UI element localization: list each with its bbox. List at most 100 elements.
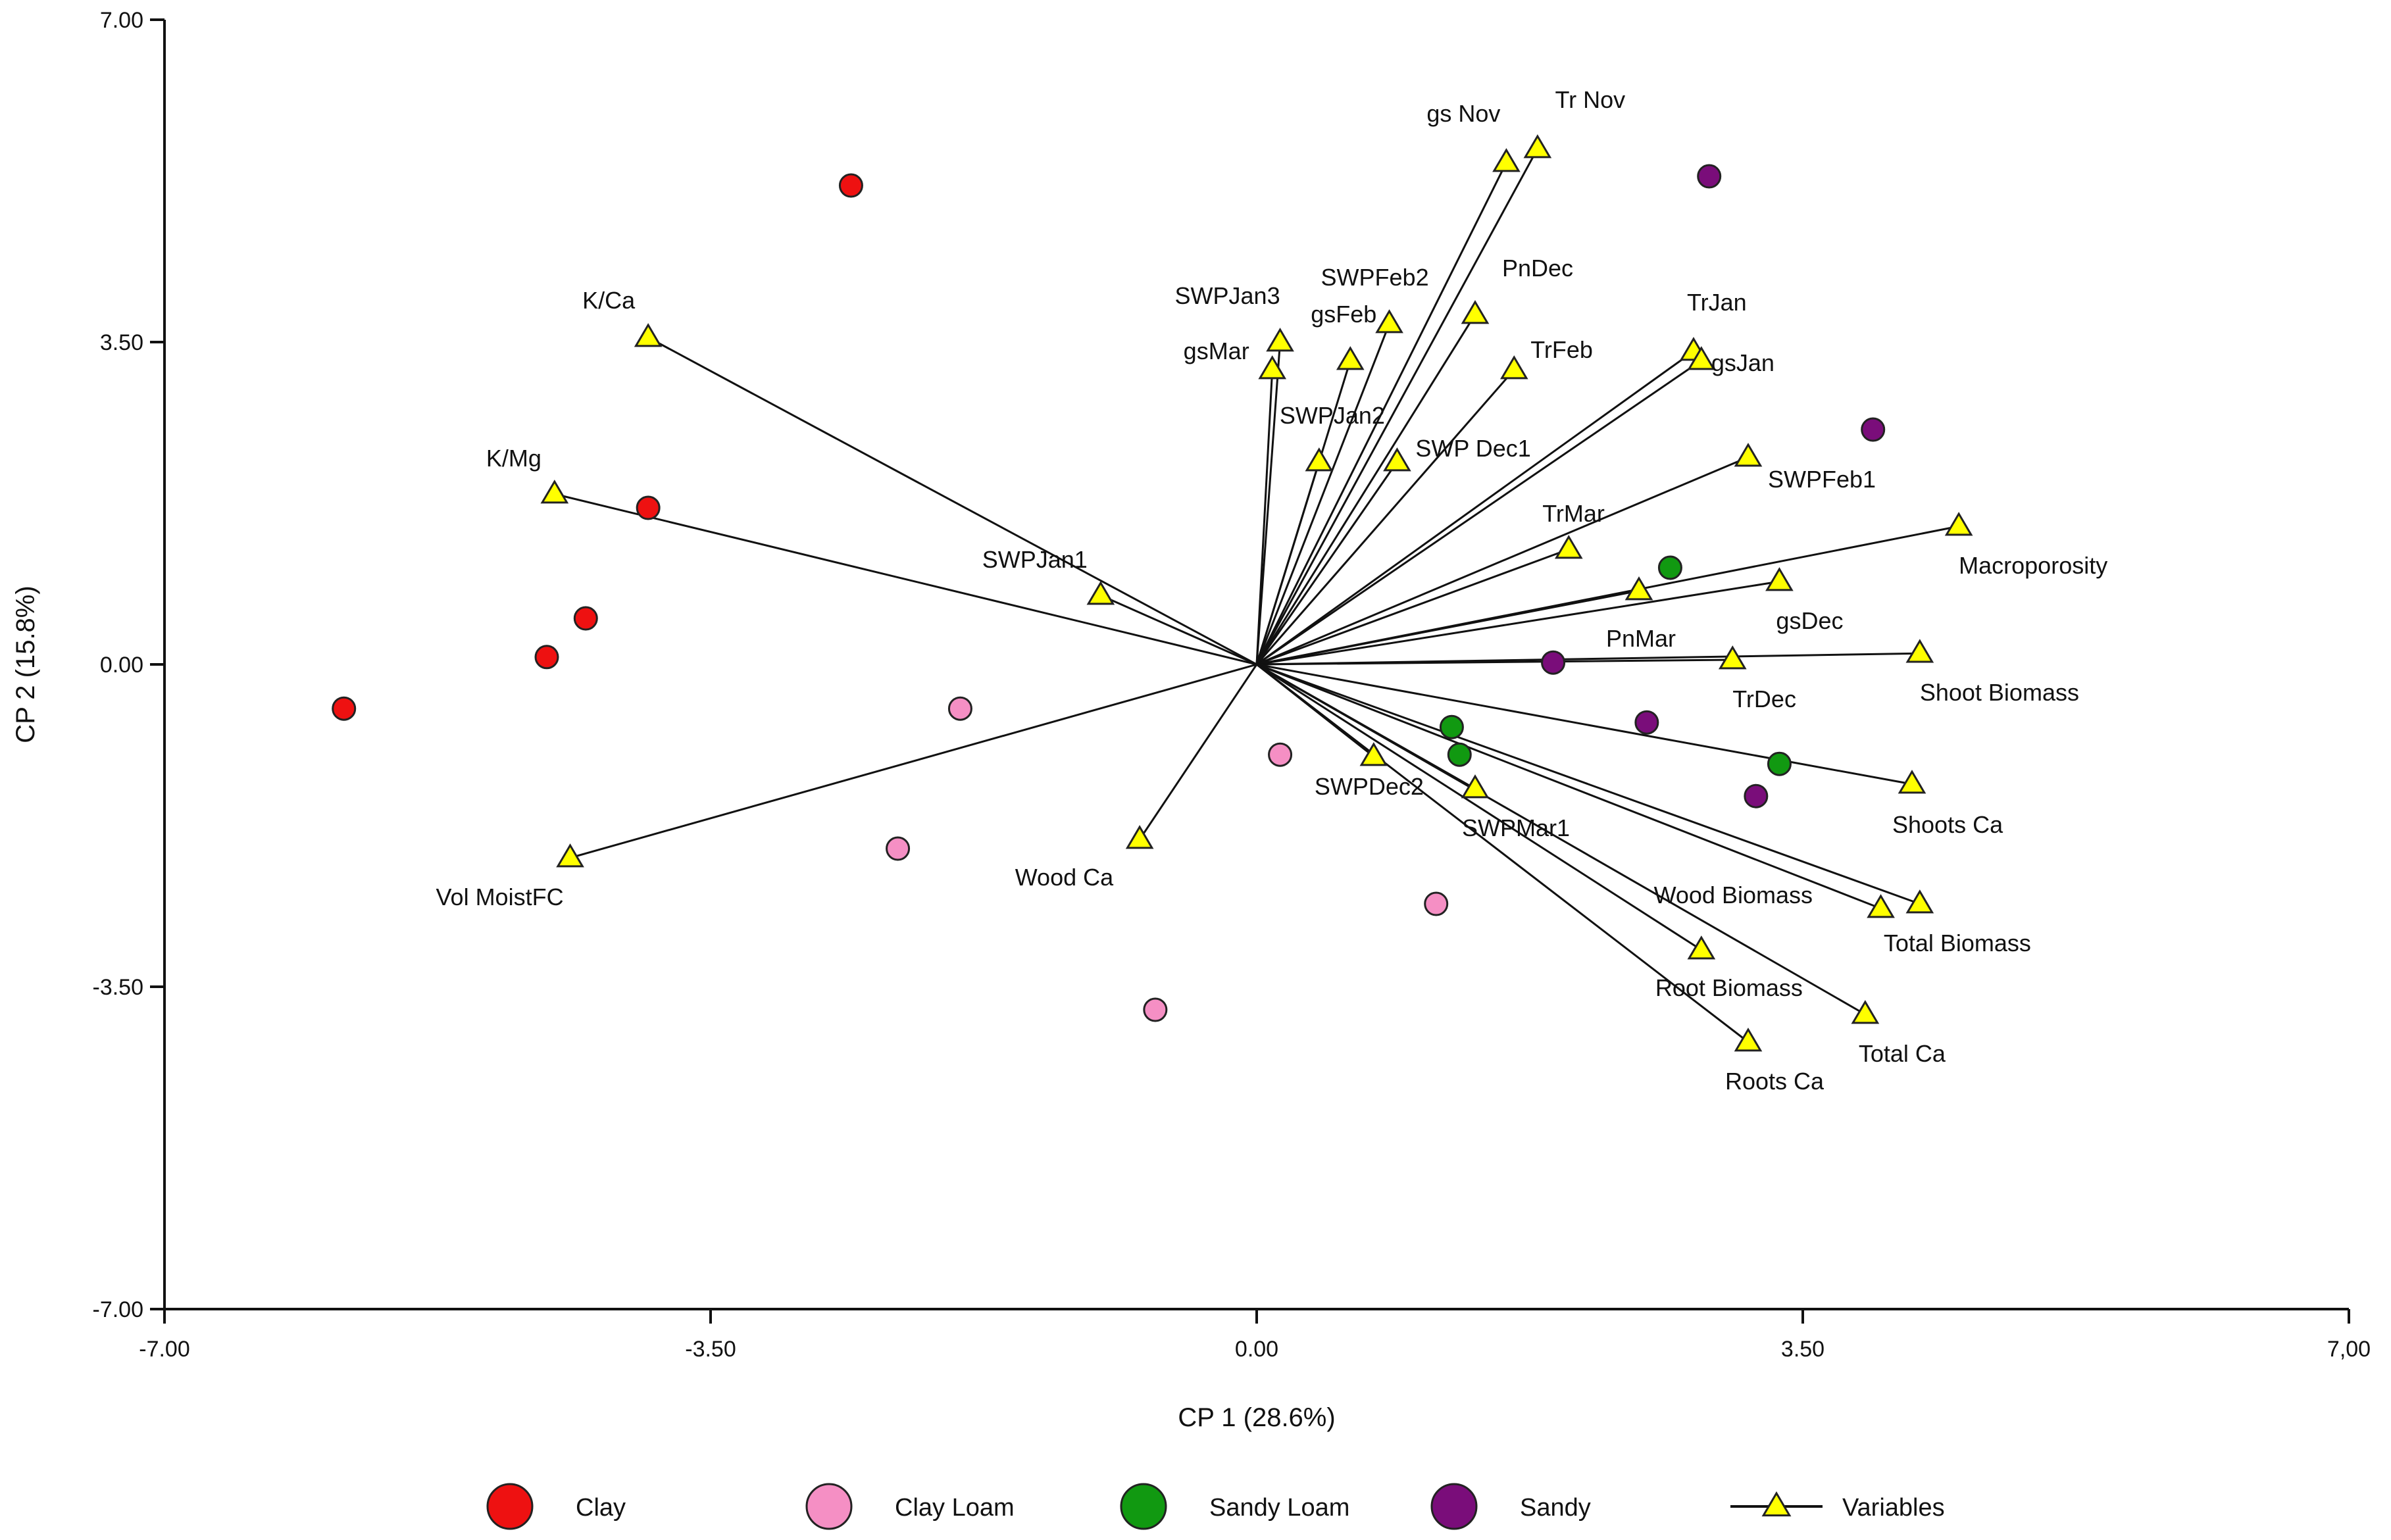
marker-vol-moistfc xyxy=(556,843,584,868)
vector-swp-dec1 xyxy=(1255,461,1398,665)
vector-trjan xyxy=(1256,350,1694,666)
label-trfeb: TrFeb xyxy=(1530,336,1593,363)
vector-root-biomass xyxy=(1256,663,1702,951)
marker-k-mg xyxy=(540,480,569,504)
variable-labels: gs Nov Tr Nov SWPJan3 gsFeb SWPFeb2 PnDec gsMa… xyxy=(436,86,2108,1095)
vector-swpfeb2 xyxy=(1255,323,1390,665)
legend: Clay Clay Loam Sandy Loam Sandy Variables xyxy=(486,1483,1945,1530)
marker-gsjan xyxy=(1687,346,1716,370)
x-tick-label: -3.50 xyxy=(685,1337,736,1362)
x-tick-label: 0.00 xyxy=(1235,1337,1278,1362)
label-swp-dec1: SWP Dec1 xyxy=(1415,435,1530,462)
legend-label-sandy: Sandy xyxy=(1520,1494,1591,1522)
vector-shoots-ca xyxy=(1256,663,1913,785)
marker-swpdec2 xyxy=(1359,742,1388,766)
label-k-mg: K/Mg xyxy=(486,445,541,472)
label-swpdec2: SWPDec2 xyxy=(1315,773,1424,800)
vector-k-mg xyxy=(554,493,1257,666)
y-tick-label: 3.50 xyxy=(100,330,143,355)
vector-total-biomass xyxy=(1256,663,1921,905)
marker-shoots-ca xyxy=(1898,770,1926,794)
marker-total-ca xyxy=(1851,1000,1880,1024)
label-swpfeb2: SWPFeb2 xyxy=(1321,264,1429,291)
vector-roots-ca xyxy=(1256,663,1749,1043)
label-k-ca: K/Ca xyxy=(582,287,636,314)
label-total-biomass: Total Biomass xyxy=(1884,930,2031,956)
label-pndec: PnDec xyxy=(1502,255,1573,282)
marker-swp-dec1 xyxy=(1383,447,1411,472)
point-clay-loam xyxy=(1268,742,1293,767)
point-clay xyxy=(636,495,661,520)
marker-gsfeb xyxy=(1336,346,1365,370)
vector-trmar xyxy=(1256,548,1569,666)
vector-pnmar xyxy=(1256,589,1640,666)
label-shoot-biomass: Shoot Biomass xyxy=(1920,679,2079,706)
axes: CP 1 (28.6%) CP 2 (15.8%) xyxy=(11,20,2349,1432)
label-swpjan1: SWPJan1 xyxy=(982,546,1088,573)
label-wood-ca: Wood Ca xyxy=(1015,864,1114,891)
vector-swpjan1 xyxy=(1100,594,1257,666)
point-clay xyxy=(573,606,598,631)
vector-swpjan3 xyxy=(1255,341,1282,665)
label-vol-moistfc: Vol MoistFC xyxy=(436,883,564,910)
point-clay-loam xyxy=(1424,891,1449,916)
marker-wood-biomass xyxy=(1867,894,1895,918)
marker-trfeb xyxy=(1499,355,1528,380)
x-axis-title: CP 1 (28.6%) xyxy=(1178,1403,1335,1432)
y-tick-label: 0.00 xyxy=(100,653,143,678)
sample-points xyxy=(332,164,1886,1022)
vector-gsjan xyxy=(1256,359,1702,666)
legend-label-variables: Variables xyxy=(1842,1494,1945,1522)
x-tick-label: 3.50 xyxy=(1781,1337,1825,1362)
legend-marker-sandy-loam xyxy=(1120,1483,1167,1530)
vector-gsmar xyxy=(1255,369,1274,665)
x-tick-label: 7,00 xyxy=(2327,1337,2371,1362)
marker-shoot-biomass xyxy=(1905,639,1934,663)
point-sandy xyxy=(1634,710,1659,735)
label-tr-nov: Tr Nov xyxy=(1555,86,1626,113)
label-swpjan2: SWPJan2 xyxy=(1280,402,1385,429)
point-clay-loam xyxy=(947,696,972,721)
vector-trfeb xyxy=(1255,369,1515,665)
vector-gs-nov xyxy=(1255,162,1507,665)
marker-swpjan1 xyxy=(1086,581,1115,605)
marker-swpfeb1 xyxy=(1734,443,1763,467)
point-clay-loam xyxy=(886,836,911,861)
label-shoots-ca: Shoots Ca xyxy=(1892,811,2003,838)
marker-gs-nov xyxy=(1492,148,1521,172)
point-sandy xyxy=(1744,783,1769,808)
marker-gsmar xyxy=(1258,355,1287,380)
point-sandy xyxy=(1697,164,1722,189)
marker-swpmar1 xyxy=(1461,774,1490,799)
label-gs-nov: gs Nov xyxy=(1426,100,1500,127)
marker-total-biomass xyxy=(1905,889,1934,914)
label-trdec: TrDec xyxy=(1732,685,1796,712)
marker-trdec xyxy=(1718,645,1747,670)
vector-wood-biomass xyxy=(1256,663,1882,910)
label-trjan: TrJan xyxy=(1687,289,1747,316)
legend-label-sandy-loam: Sandy Loam xyxy=(1209,1494,1349,1522)
x-tick-label: -7.00 xyxy=(139,1337,190,1362)
legend-label-clay-loam: Clay Loam xyxy=(895,1494,1015,1522)
legend-marker-sandy xyxy=(1430,1483,1478,1530)
marker-trmar xyxy=(1554,535,1583,559)
marker-gsdec xyxy=(1765,567,1794,591)
marker-swpjan2 xyxy=(1305,447,1334,472)
marker-roots-ca xyxy=(1734,1028,1763,1052)
marker-k-ca xyxy=(634,323,663,347)
marker-pndec xyxy=(1461,300,1490,324)
vector-swpfeb1 xyxy=(1256,456,1749,666)
variable-vectors xyxy=(554,148,1959,1043)
label-roots-ca: Roots Ca xyxy=(1725,1068,1825,1095)
label-wood-biomass: Wood Biomass xyxy=(1654,882,1813,908)
label-gsdec: gsDec xyxy=(1776,607,1843,634)
vector-swpjan2 xyxy=(1255,461,1321,665)
ticks: -7.00 -3.50 0.00 3.50 7,00 7.00 3.50 0.00 -3.50 -… xyxy=(93,8,2371,1362)
point-sandy-loam xyxy=(1657,555,1682,580)
label-macroporosity: Macroporosity xyxy=(1959,552,2107,579)
point-sandy-loam xyxy=(1439,714,1464,739)
vector-tr-nov xyxy=(1255,148,1539,665)
label-swpmar1: SWPMar1 xyxy=(1462,814,1570,841)
vector-shoot-biomass xyxy=(1256,652,1920,666)
